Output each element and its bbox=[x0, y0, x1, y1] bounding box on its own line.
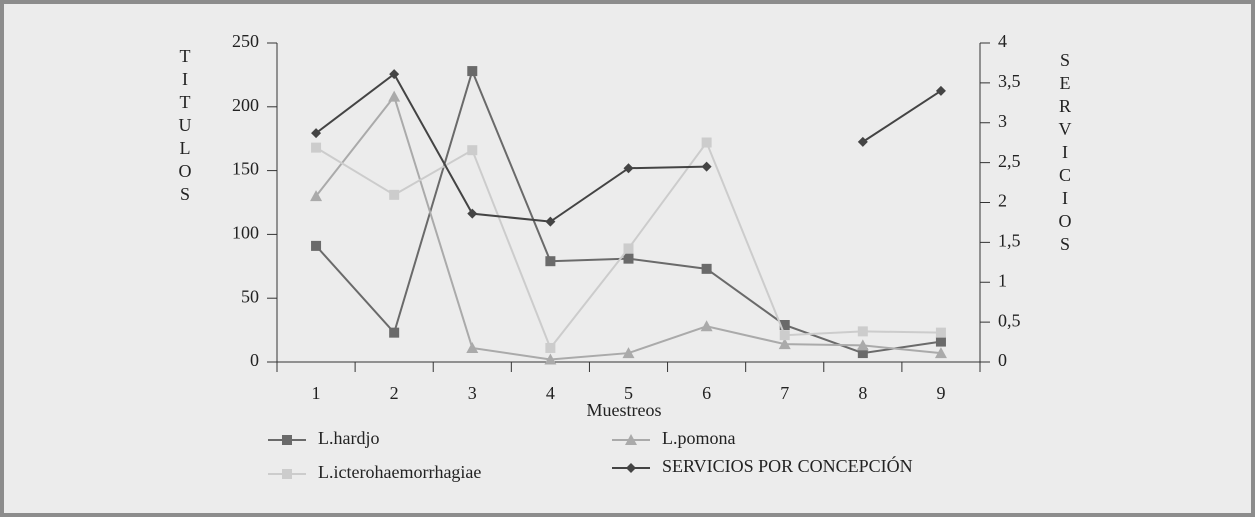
series-marker bbox=[701, 161, 712, 172]
y-tick-label: 250 bbox=[232, 31, 259, 51]
series-marker bbox=[544, 353, 557, 365]
series-marker bbox=[310, 190, 323, 202]
series-marker bbox=[389, 69, 400, 80]
y2-tick-label: 0 bbox=[998, 350, 1007, 370]
legend-marker bbox=[625, 434, 637, 445]
y2-tick-label: 2,5 bbox=[998, 151, 1021, 171]
series-marker bbox=[622, 347, 635, 359]
y2-axis-label: SERVICIOS bbox=[1055, 50, 1075, 257]
series-marker bbox=[388, 90, 401, 102]
x-tick-label: 2 bbox=[390, 383, 399, 403]
y-tick-label: 100 bbox=[232, 223, 259, 243]
legend-label: L.icterohaemorrhagiae bbox=[318, 462, 481, 482]
series-line bbox=[315, 68, 942, 355]
series-marker bbox=[623, 163, 634, 174]
series-marker bbox=[701, 137, 712, 148]
legend-label: SERVICIOS POR CONCEPCIÓN bbox=[662, 455, 913, 476]
series-marker bbox=[778, 338, 791, 350]
x-tick-label: 9 bbox=[936, 383, 945, 403]
y2-tick-label: 1 bbox=[998, 270, 1007, 290]
series-marker bbox=[467, 66, 478, 77]
legend-marker bbox=[626, 463, 636, 473]
series-line bbox=[315, 72, 942, 223]
x-tick-label: 3 bbox=[468, 383, 477, 403]
series-marker bbox=[545, 216, 556, 227]
series-marker bbox=[935, 85, 946, 96]
x-tick-label: 8 bbox=[858, 383, 867, 403]
series-marker bbox=[389, 189, 400, 200]
y2-tick-label: 1,5 bbox=[998, 231, 1021, 251]
series-marker bbox=[857, 136, 868, 147]
series-marker bbox=[935, 327, 946, 338]
series-marker bbox=[623, 243, 634, 254]
series-marker bbox=[389, 327, 400, 338]
series-marker bbox=[700, 320, 713, 332]
y-tick-label: 200 bbox=[232, 95, 259, 115]
series-marker bbox=[935, 336, 946, 347]
x-tick-label: 6 bbox=[702, 383, 711, 403]
series-marker bbox=[857, 348, 868, 359]
legend-marker bbox=[282, 469, 292, 479]
x-tick-label: 7 bbox=[780, 383, 789, 403]
y-tick-label: 150 bbox=[232, 159, 259, 179]
y2-tick-label: 3,5 bbox=[998, 71, 1021, 91]
series-marker bbox=[857, 326, 868, 337]
y-axis-label: TITULOS bbox=[175, 46, 195, 207]
y2-tick-label: 2 bbox=[998, 191, 1007, 211]
series-marker bbox=[779, 319, 790, 330]
y2-tick-label: 3 bbox=[998, 111, 1007, 131]
series-marker bbox=[467, 145, 478, 156]
series-marker bbox=[623, 253, 634, 264]
series-marker bbox=[311, 128, 322, 139]
y-tick-label: 0 bbox=[250, 350, 259, 370]
series-line bbox=[315, 94, 942, 361]
legend-label: L.hardjo bbox=[318, 428, 379, 448]
series-marker bbox=[701, 263, 712, 274]
x-axis-label: Muestreos bbox=[587, 400, 662, 420]
legend-label: L.pomona bbox=[662, 428, 736, 448]
y2-tick-label: 4 bbox=[998, 31, 1007, 51]
y2-tick-label: 0,5 bbox=[998, 310, 1021, 330]
x-tick-label: 5 bbox=[624, 383, 633, 403]
series-marker bbox=[467, 208, 478, 219]
series-marker bbox=[545, 342, 556, 353]
series-marker bbox=[545, 256, 556, 267]
x-tick-label: 1 bbox=[312, 383, 321, 403]
series-marker bbox=[311, 240, 322, 251]
series-marker bbox=[779, 330, 790, 341]
x-tick-label: 4 bbox=[546, 383, 555, 403]
series-marker bbox=[934, 347, 947, 359]
series-marker bbox=[466, 341, 479, 353]
series-marker bbox=[311, 142, 322, 153]
series-marker bbox=[856, 339, 869, 351]
legend-marker bbox=[282, 435, 292, 445]
y-tick-label: 50 bbox=[241, 286, 259, 306]
